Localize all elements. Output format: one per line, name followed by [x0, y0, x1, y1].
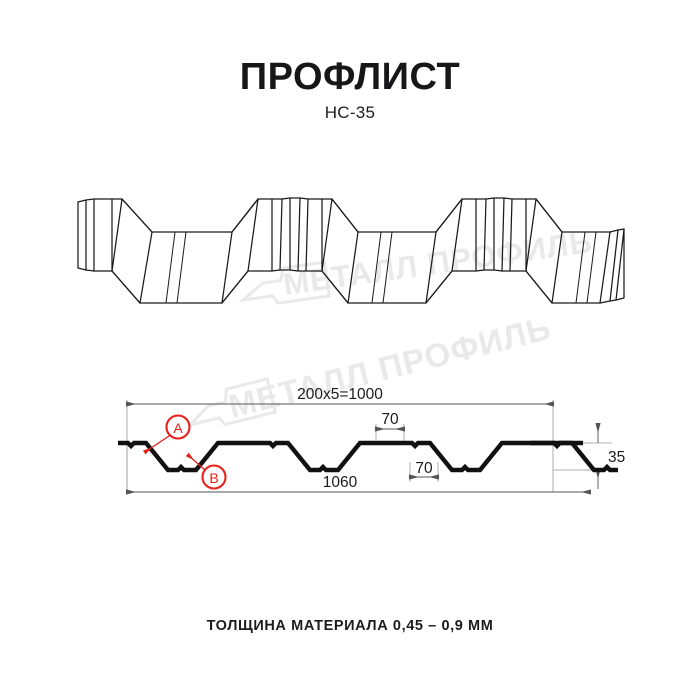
- dimension-pitch-label: 200x5=1000: [297, 386, 383, 403]
- callout-A-leader: [142, 433, 173, 455]
- profile-outline: [118, 440, 618, 473]
- callout-A: A: [142, 414, 191, 455]
- sheet-stiffener-lines: [165, 231, 597, 304]
- callout-A-circle: [165, 414, 191, 440]
- watermark-logo-icon: [238, 260, 331, 305]
- watermark-bottom: МЕТАЛЛ ПРОФИЛЬ: [185, 309, 555, 428]
- dimension-bottom-flat-label: 70: [415, 460, 433, 477]
- sheet-fold-lines: [111, 198, 563, 304]
- dimension-top-flat-label: 70: [381, 411, 399, 428]
- callout-A-label: A: [173, 420, 183, 436]
- callout-B-label: B: [209, 470, 218, 486]
- callout-B: B: [185, 452, 227, 490]
- sheet-3d-geometry: [77, 197, 625, 304]
- dimension-lines: [126, 401, 601, 495]
- dimension-total-width-label: 1060: [323, 474, 358, 491]
- profile-path-left: [118, 440, 618, 473]
- dimension-height-label: 35: [608, 449, 625, 466]
- callout-B-circle: [201, 464, 227, 490]
- callout-B-leader: [185, 452, 206, 471]
- material-thickness-note: ТОЛЩИНА МАТЕРИАЛА 0,45 – 0,9 ММ: [206, 618, 494, 634]
- sheet-crease-lines: [85, 197, 625, 304]
- page-title: ПРОФЛИСТ: [239, 56, 461, 98]
- model-designation: НС-35: [324, 103, 376, 122]
- watermark-text: МЕТАЛЛ ПРОФИЛЬ: [225, 309, 555, 425]
